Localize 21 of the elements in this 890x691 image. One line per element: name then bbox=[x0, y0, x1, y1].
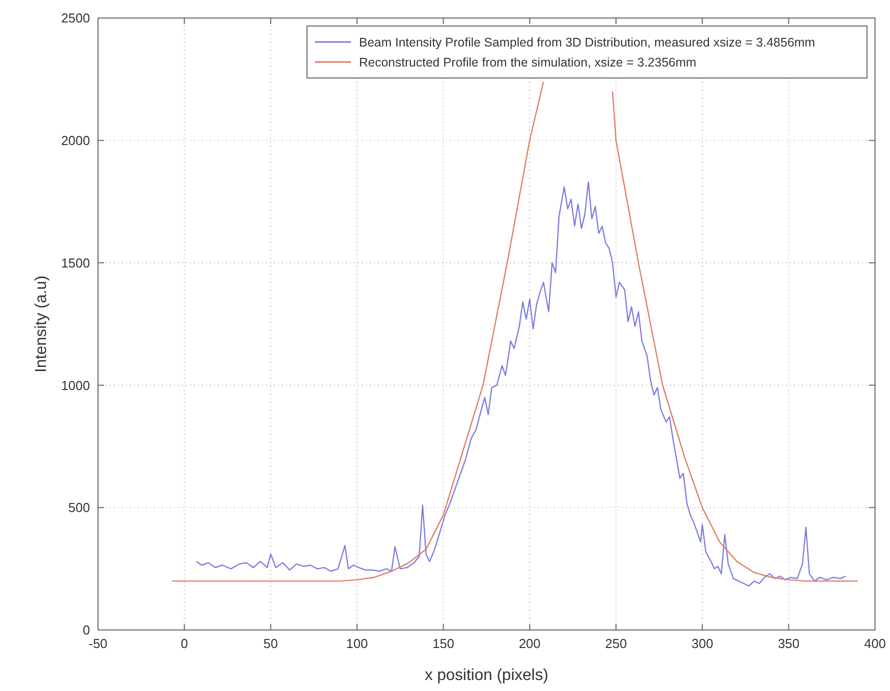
x-tick-label: 200 bbox=[518, 636, 541, 651]
x-tick-label: 150 bbox=[432, 636, 454, 651]
x-tick-label: 50 bbox=[263, 636, 278, 651]
x-axis-title: x position (pixels) bbox=[424, 667, 548, 684]
y-tick-label: 2000 bbox=[61, 132, 90, 148]
x-tick-label: 400 bbox=[864, 636, 886, 651]
y-tick-label: 1500 bbox=[61, 255, 90, 270]
line-series bbox=[196, 181, 846, 587]
legend-label: Beam Intensity Profile Sampled from 3D Distribution, measured xsize = 3.4856mm bbox=[359, 35, 816, 50]
x-tick-label: 300 bbox=[691, 636, 714, 651]
x-tick-label: 250 bbox=[605, 636, 627, 651]
x-tick-label: 350 bbox=[778, 636, 800, 651]
legend-label: Reconstructed Profile from the simulation, xsize = 3.2356mm bbox=[359, 55, 696, 70]
x-tick-label: 0 bbox=[180, 636, 188, 651]
y-tick-label: 500 bbox=[68, 500, 90, 516]
y-tick-label: 0 bbox=[82, 622, 90, 638]
y-tick-label: 1000 bbox=[61, 378, 90, 393]
y-axis-title: Intensity (a.u) bbox=[33, 276, 50, 372]
x-tick-label: -50 bbox=[88, 636, 108, 651]
y-tick-label: 2500 bbox=[61, 10, 90, 26]
x-tick-label: 100 bbox=[346, 636, 368, 651]
